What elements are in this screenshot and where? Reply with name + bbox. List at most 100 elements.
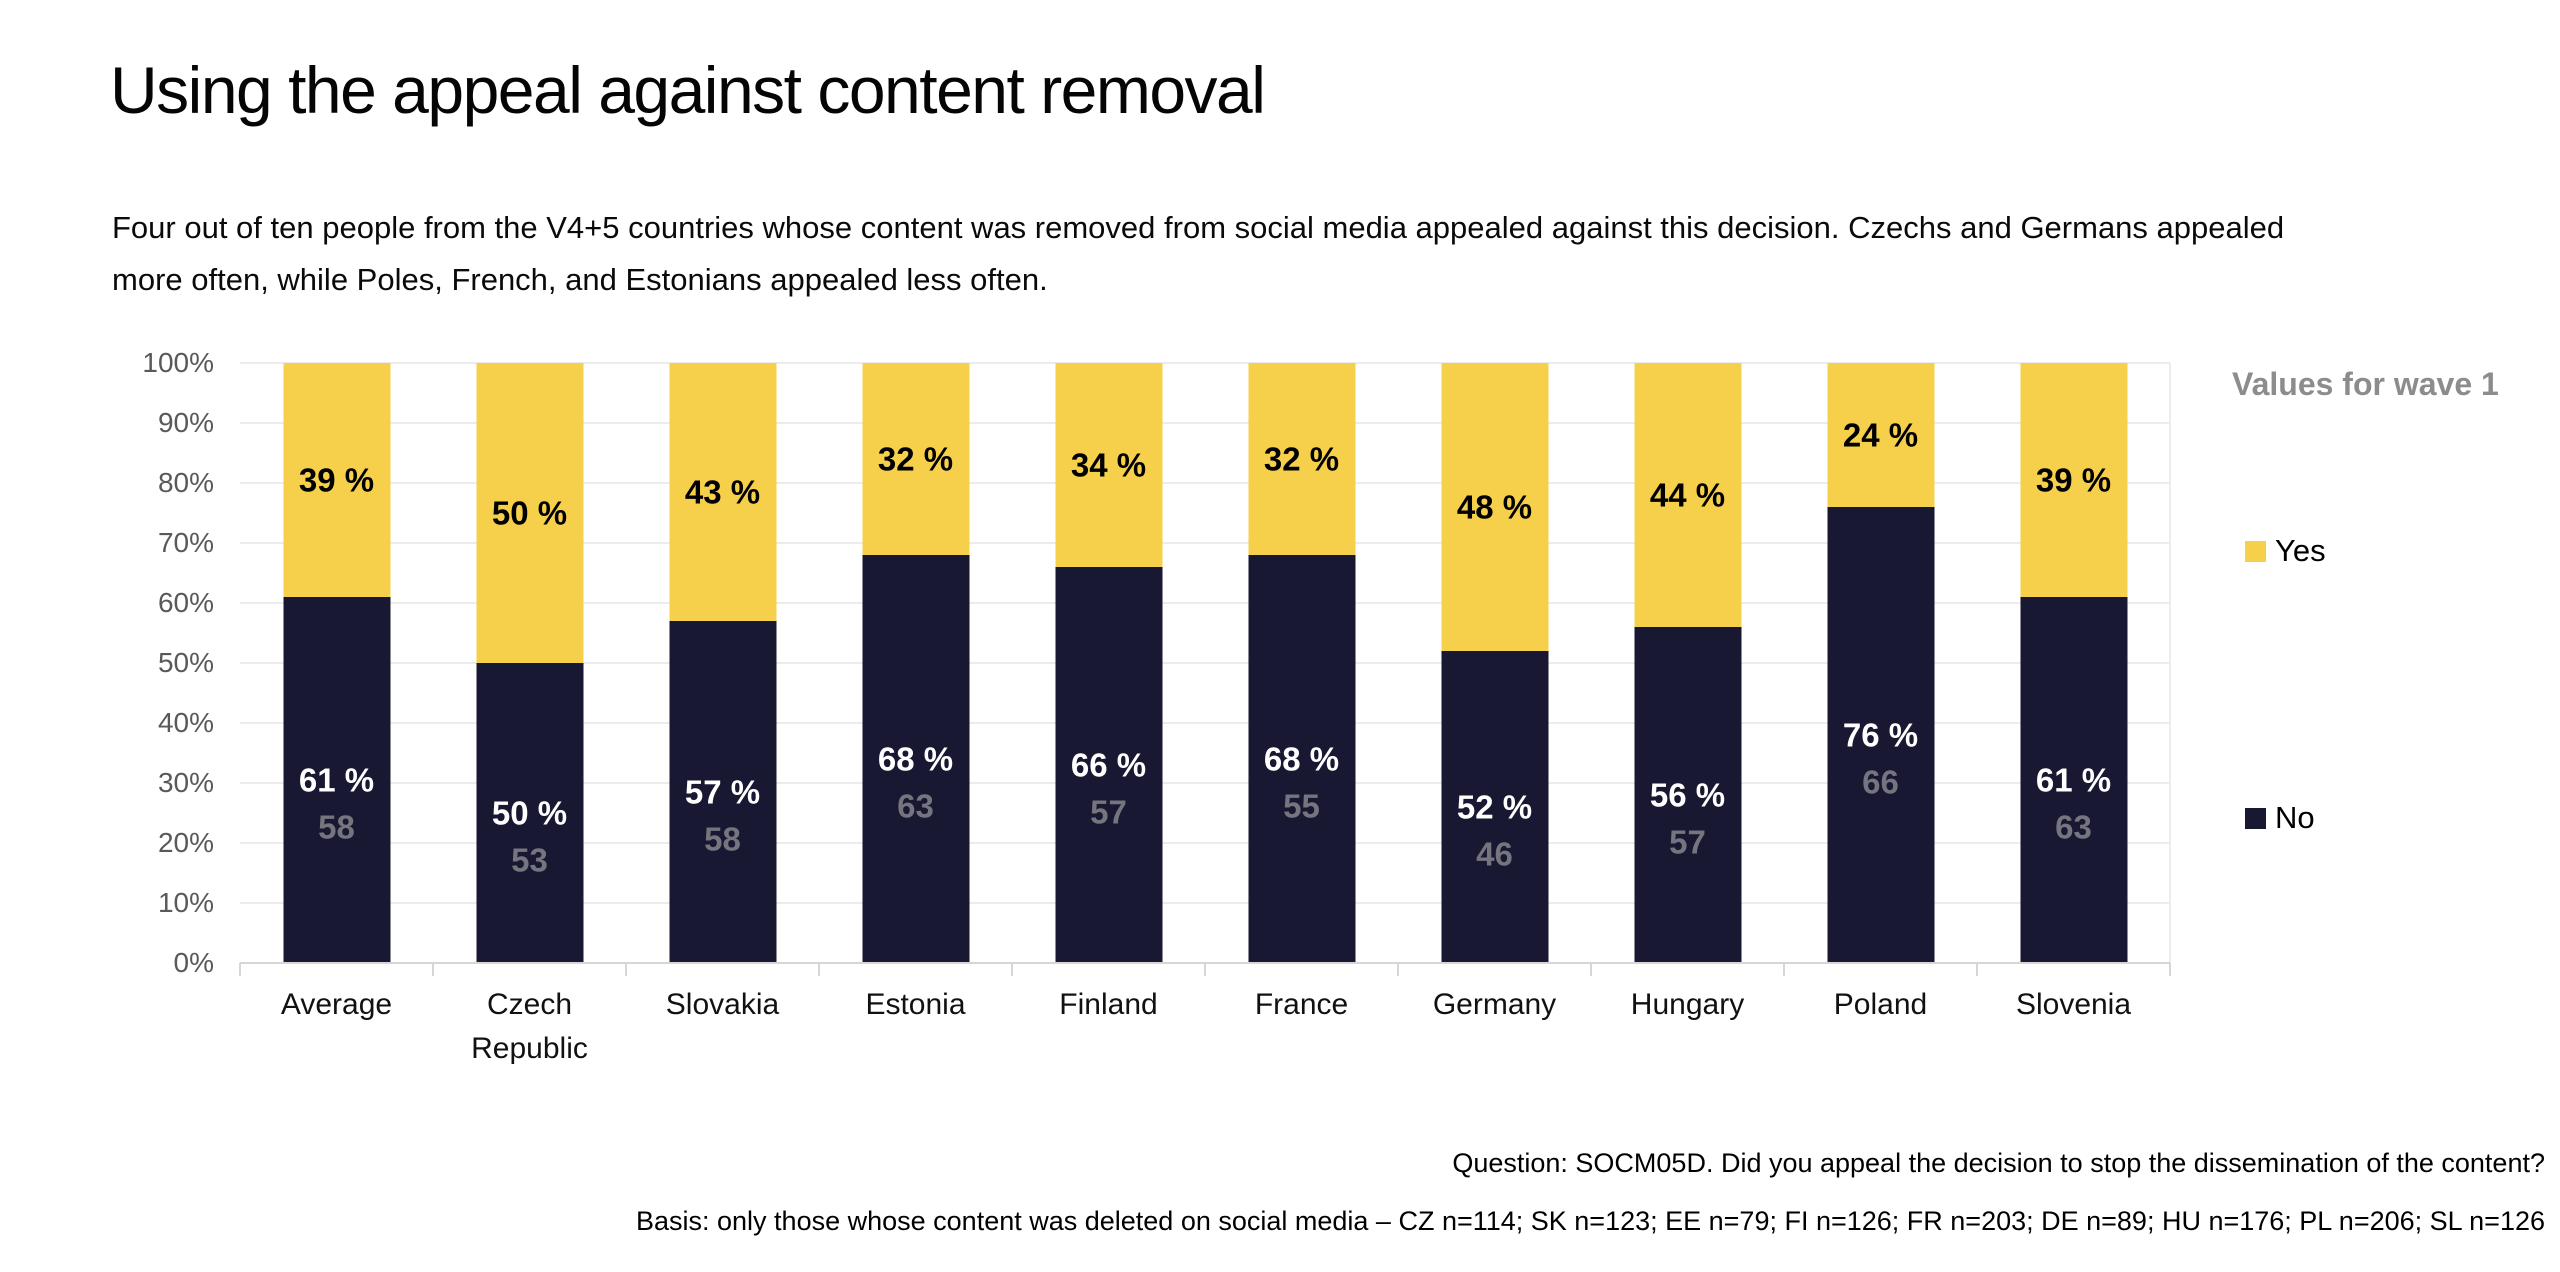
gridline <box>240 662 2170 664</box>
x-axis-tick <box>1976 963 1978 976</box>
legend-swatch-no <box>2245 807 2266 829</box>
y-axis-tick-label: 40% <box>157 707 214 738</box>
bar-segment-no <box>1827 507 1934 963</box>
yes-percent-label: 24 % <box>1842 416 1919 454</box>
x-axis-line <box>240 962 2170 964</box>
yes-percent-label: 34 % <box>1070 446 1147 484</box>
y-axis-tick-label: 10% <box>157 887 214 918</box>
y-axis-tick-label: 70% <box>157 527 214 558</box>
bar-segment-no <box>1248 555 1355 963</box>
bar-slots: 39 % 61 % 58 Average 50 % 50 % 53 Czech Republi… <box>240 363 2170 1065</box>
wave1-value-label: 63 <box>2055 808 2092 846</box>
category-slot: 43 % 57 % 58 Slovakia <box>626 363 819 1021</box>
no-percent-label: 68 % <box>877 740 954 778</box>
wave1-value-label: 53 <box>511 841 548 879</box>
yes-percent-label: 48 % <box>1456 488 1533 526</box>
bar-segment-yes <box>476 363 583 663</box>
y-axis-tick-label: 20% <box>157 827 214 858</box>
stacked-bar: 44 % 56 % 57 <box>1634 363 1741 963</box>
yes-percent-label: 32 % <box>1263 440 1340 478</box>
y-axis-tick-label: 60% <box>157 587 214 618</box>
y-axis-tick-label: 80% <box>157 467 214 498</box>
x-axis-tick <box>818 963 820 976</box>
stacked-bar: 24 % 76 % 66 <box>1827 363 1934 963</box>
legend-item-label: No <box>2275 800 2315 835</box>
category-slot: 34 % 66 % 57 Finland <box>1012 363 1205 1021</box>
x-axis-tick <box>1590 963 1592 976</box>
gridline <box>240 422 2170 424</box>
stacked-bar: 48 % 52 % 46 <box>1441 363 1548 963</box>
category-slot: 50 % 50 % 53 Czech Republic <box>433 363 626 1065</box>
category-slot: 32 % 68 % 55 France <box>1205 363 1398 1021</box>
plot-right-border <box>2169 363 2171 975</box>
legend-item-label: Yes <box>2275 533 2326 568</box>
yes-percent-label: 32 % <box>877 440 954 478</box>
page-title: Using the appeal against content removal <box>110 53 1266 127</box>
stacked-bar: 32 % 68 % 63 <box>862 363 969 963</box>
legend-item-yes: Yes <box>2245 533 2326 569</box>
bar-segment-yes <box>862 363 969 555</box>
x-axis-tick <box>1204 963 1206 976</box>
no-percent-label: 50 % <box>491 794 568 832</box>
x-axis-tick <box>1011 963 1013 976</box>
yes-percent-label: 39 % <box>2035 461 2112 499</box>
bar-segment-no <box>2020 597 2127 963</box>
x-axis-tick <box>1783 963 1785 976</box>
x-axis-tick <box>1397 963 1399 976</box>
x-axis-category-label: Germany <box>1432 988 1557 1021</box>
bar-segment-no <box>862 555 969 963</box>
stacked-bar: 32 % 68 % 55 <box>1248 363 1355 963</box>
wave1-value-label: 46 <box>1476 835 1513 873</box>
category-slot: 48 % 52 % 46 Germany <box>1398 363 1591 1021</box>
no-percent-label: 66 % <box>1070 746 1147 784</box>
no-percent-label: 61 % <box>2035 761 2112 799</box>
no-percent-label: 76 % <box>1842 716 1919 754</box>
no-percent-label: 68 % <box>1263 740 1340 778</box>
category-slot: 39 % 61 % 63 Slovenia <box>1977 363 2170 1021</box>
y-axis-tick-label: 0% <box>173 947 214 978</box>
x-axis-category-label: Czech Republic <box>471 988 588 1065</box>
yes-percent-label: 39 % <box>298 461 375 499</box>
y-axis-tick-label: 90% <box>157 407 214 438</box>
wave1-value-label: 63 <box>897 787 934 825</box>
wave1-value-label: 55 <box>1283 787 1320 825</box>
legend-swatch-yes <box>2245 540 2266 562</box>
no-percent-label: 52 % <box>1456 788 1533 826</box>
bar-segment-yes <box>1441 363 1548 651</box>
x-axis-category-label: Finland <box>1059 988 1158 1021</box>
bar-segment-yes <box>283 363 390 597</box>
bar-segment-yes <box>2020 363 2127 597</box>
y-axis-tick-label: 50% <box>157 647 214 678</box>
x-axis-category-label: Hungary <box>1630 988 1745 1021</box>
category-slot: 44 % 56 % 57 Hungary <box>1591 363 1784 1021</box>
category-slot: 24 % 76 % 66 Poland <box>1784 363 1977 1021</box>
bar-segment-no <box>669 621 776 963</box>
x-axis-tick <box>239 963 241 976</box>
bar-segment-yes <box>1055 363 1162 567</box>
gridline <box>240 722 2170 724</box>
bar-segment-no <box>1055 567 1162 963</box>
wave1-value-label: 58 <box>318 808 355 846</box>
stacked-bar: 39 % 61 % 58 <box>283 363 390 963</box>
x-axis-tick <box>432 963 434 976</box>
bar-segment-yes <box>669 363 776 621</box>
bar-segment-yes <box>1827 363 1934 507</box>
x-axis-category-label: Slovenia <box>2015 988 2132 1021</box>
gridline <box>240 542 2170 544</box>
yes-percent-label: 44 % <box>1649 476 1726 514</box>
bar-segment-no <box>1634 627 1741 963</box>
yes-percent-label: 50 % <box>491 494 568 532</box>
y-axis-tick-label: 30% <box>157 767 214 798</box>
plot-area: 0% 10% 20% 30% 40% 50% 60% 70% 80% 90% 100% 39 % 61… <box>142 349 2171 1065</box>
y-axis-tick-label: 100% <box>142 347 214 378</box>
category-slot: 32 % 68 % 63 Estonia <box>819 363 1012 1021</box>
stacked-bar: 43 % 57 % 58 <box>669 363 776 963</box>
no-percent-label: 56 % <box>1649 776 1726 814</box>
gridline <box>240 362 2170 364</box>
no-percent-label: 61 % <box>298 761 375 799</box>
gridline <box>240 602 2170 604</box>
legend-item-no: No <box>2245 800 2315 836</box>
x-axis-tick <box>625 963 627 976</box>
gridline <box>240 782 2170 784</box>
stacked-bar: 34 % 66 % 57 <box>1055 363 1162 963</box>
